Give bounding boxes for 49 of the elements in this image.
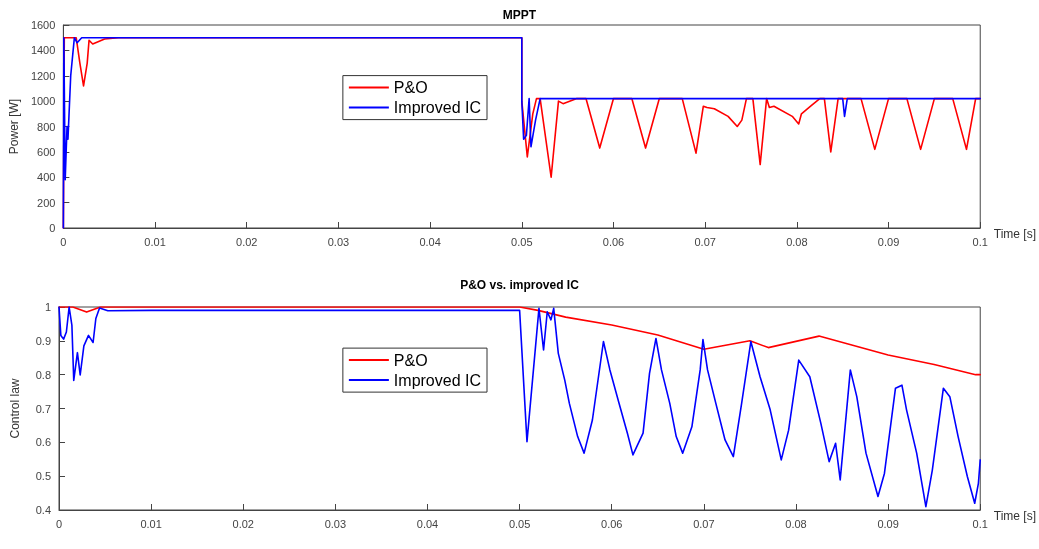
- y-tick-label: 1200: [30, 69, 56, 82]
- y-axis-title: Control law: [8, 378, 22, 439]
- y-tick-label: 0.6: [35, 436, 51, 449]
- x-tick-label: 0.07: [694, 235, 716, 248]
- y-tick-label: 800: [37, 120, 56, 133]
- x-tick-label: 0.01: [140, 517, 162, 530]
- x-tick-label: 0.08: [786, 235, 808, 248]
- x-tick-label: 0.07: [693, 517, 715, 530]
- y-tick-label: 0: [49, 222, 56, 234]
- y-tick-label: 1: [44, 301, 51, 313]
- x-tick-label: 0.02: [232, 517, 254, 530]
- y-tick-label: 1000: [30, 95, 56, 108]
- x-tick-label: 0.09: [877, 235, 900, 248]
- legend-label: Improved IC: [393, 99, 482, 117]
- x-tick-label: 0: [60, 235, 67, 248]
- y-tick-label: 0.4: [35, 504, 51, 516]
- x-tick-label: 0.03: [324, 517, 347, 530]
- y-tick-label: 0.9: [35, 334, 51, 347]
- y-tick-label: 0.5: [35, 470, 51, 483]
- y-axis-title: Power [W]: [7, 98, 21, 155]
- x-tick-label: 0.1: [972, 517, 988, 530]
- chart-title: MPPT: [502, 8, 537, 22]
- y-tick-label: 0.7: [35, 402, 51, 415]
- x-tick-label: 0.06: [601, 517, 623, 530]
- x-tick-label: 0.1: [972, 235, 988, 248]
- x-tick-label: 0.08: [785, 517, 807, 530]
- y-tick-label: 0.8: [35, 368, 51, 381]
- x-tick-label: 0.06: [602, 235, 625, 248]
- y-tick-label: 1600: [30, 19, 56, 31]
- legend-label: P&O: [393, 79, 428, 97]
- x-tick-label: 0.01: [144, 235, 166, 248]
- line-series: [58, 306, 982, 508]
- x-tick-label: 0.05: [511, 235, 533, 248]
- y-tick-label: 200: [37, 196, 56, 209]
- x-axis-title: Time [s]: [993, 227, 1036, 241]
- x-axis-title: Time [s]: [993, 509, 1036, 523]
- y-tick-label: 600: [37, 145, 56, 158]
- legend-label: Improved IC: [393, 371, 482, 389]
- x-tick-label: 0.02: [236, 235, 258, 248]
- x-tick-label: 0.03: [327, 235, 350, 248]
- x-tick-label: 0.05: [508, 517, 531, 530]
- x-tick-label: 0.04: [419, 235, 441, 248]
- y-tick-label: 400: [37, 171, 56, 184]
- line-series: [58, 306, 982, 376]
- legend-label: P&O: [393, 351, 428, 369]
- x-tick-label: 0.09: [877, 517, 899, 530]
- y-tick-label: 1400: [30, 44, 56, 57]
- chart-title: P&O vs. improved IC: [460, 278, 580, 292]
- x-tick-label: 0.04: [416, 517, 439, 530]
